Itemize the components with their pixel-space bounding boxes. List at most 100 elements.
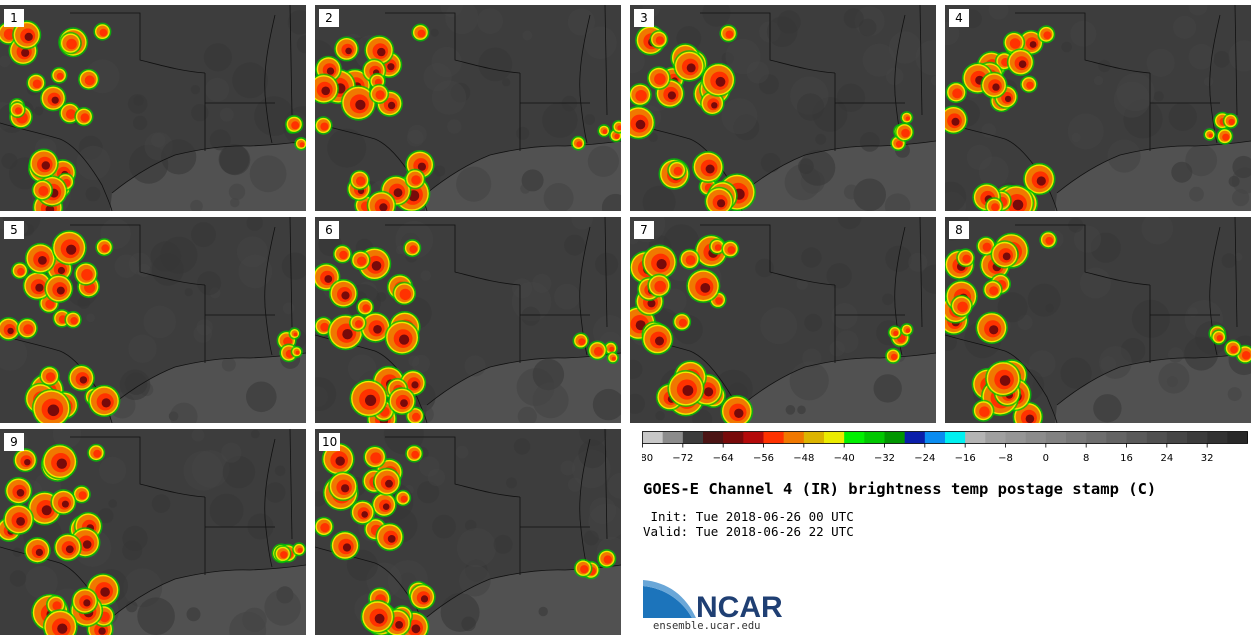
storm-cell-core [41, 161, 50, 170]
storm-cell-core [895, 140, 903, 148]
storm-cell-core [957, 301, 968, 313]
storm-cell-core [992, 83, 1000, 91]
storm-cell-core [635, 320, 646, 331]
surface-texture [98, 508, 114, 524]
surface-texture [502, 78, 511, 87]
storm-cell-core [293, 332, 298, 337]
satellite-ir-image [315, 5, 621, 211]
surface-texture [798, 158, 814, 175]
surface-texture [532, 358, 565, 391]
surface-texture [567, 8, 595, 36]
storm-cell-core [320, 122, 329, 131]
ensemble-member-panel: 4 [945, 5, 1251, 211]
storm-cell-core [400, 495, 408, 503]
surface-texture [746, 61, 769, 84]
storm-cell-core [727, 246, 736, 254]
storm-cell-core [47, 404, 60, 417]
surface-texture [238, 254, 273, 289]
surface-texture [520, 183, 531, 194]
state-border-north [385, 12, 521, 74]
surface-texture [853, 178, 886, 211]
surface-texture [412, 354, 430, 373]
gulf-coastline [741, 140, 936, 194]
surface-texture [191, 222, 216, 248]
surface-texture [456, 166, 492, 202]
surface-texture [1098, 59, 1111, 73]
storm-cell-core [611, 356, 616, 361]
surface-texture [86, 313, 95, 323]
gulf-coastline [426, 140, 621, 194]
storm-cell-core [603, 555, 612, 564]
storm-cell-core [24, 32, 33, 41]
surface-texture [315, 377, 337, 411]
state-border-east [604, 217, 608, 328]
storm-cell-core [342, 329, 353, 340]
colorbar-tick-label: 24 [1160, 453, 1173, 464]
storm-cell-core [81, 269, 93, 281]
colorbar-tick-label: −32 [874, 453, 895, 464]
storm-cell-core [734, 408, 744, 418]
surface-texture [478, 47, 513, 82]
storm-cell-core [412, 412, 421, 421]
storm-cell-core [580, 565, 589, 574]
surface-texture [161, 139, 197, 175]
storm-cell-core [52, 601, 62, 611]
storm-cell-core [297, 547, 303, 553]
storm-cell-core [715, 297, 723, 305]
surface-texture [420, 270, 431, 281]
surface-texture [797, 405, 806, 415]
colorbar-segment [1106, 431, 1127, 444]
surface-texture [1045, 303, 1054, 313]
colorbar-segment [783, 431, 805, 444]
storm-cell-core [41, 505, 52, 516]
surface-texture [1232, 155, 1251, 179]
surface-texture [440, 5, 463, 18]
mississippi-river-border [579, 438, 591, 568]
storm-cell-core [952, 88, 963, 99]
surface-texture [804, 313, 823, 332]
surface-texture [274, 465, 286, 477]
surface-texture [209, 129, 231, 151]
surface-texture [815, 133, 827, 145]
storm-cell-core [341, 291, 350, 300]
gulf-coastline [111, 352, 306, 406]
surface-texture [797, 93, 825, 121]
surface-texture [1099, 346, 1132, 379]
valid-time-line: Valid: Tue 2018-06-26 22 UTC [643, 524, 854, 539]
surface-texture [766, 16, 798, 47]
member-number-label: 3 [634, 9, 654, 27]
colorbar-segment [1166, 431, 1188, 444]
surface-texture [554, 283, 580, 310]
surface-texture [76, 145, 111, 180]
storm-cell-core [1241, 351, 1251, 360]
surface-texture [254, 96, 294, 136]
storm-cell-core [93, 449, 102, 458]
storm-cell-core [1002, 252, 1011, 261]
surface-texture [119, 369, 151, 401]
surface-texture [493, 534, 513, 554]
surface-texture [512, 278, 533, 299]
storm-cell-core [17, 267, 25, 276]
ensemble-member-panel: 6 [315, 217, 621, 423]
state-border-east [1234, 5, 1238, 116]
storm-cell-core [375, 90, 385, 100]
surface-texture [417, 481, 440, 504]
state-border-east [604, 5, 608, 116]
storm-cell-core [45, 372, 56, 382]
surface-texture [287, 10, 306, 35]
storm-cell-core [991, 203, 1000, 211]
surface-texture [209, 493, 244, 528]
ensemble-member-panel: 1 [0, 5, 306, 211]
ensemble-member-panel: 10 [315, 429, 621, 635]
surface-texture [831, 303, 858, 330]
surface-texture [191, 429, 205, 442]
surface-texture [583, 530, 599, 546]
surface-texture [1027, 283, 1061, 317]
colorbar-segment [1126, 431, 1147, 444]
surface-texture [1093, 394, 1122, 423]
colorbar-segment [824, 431, 845, 444]
surface-texture [423, 62, 452, 92]
storm-cell-core [409, 245, 418, 253]
surface-texture [1188, 5, 1208, 16]
